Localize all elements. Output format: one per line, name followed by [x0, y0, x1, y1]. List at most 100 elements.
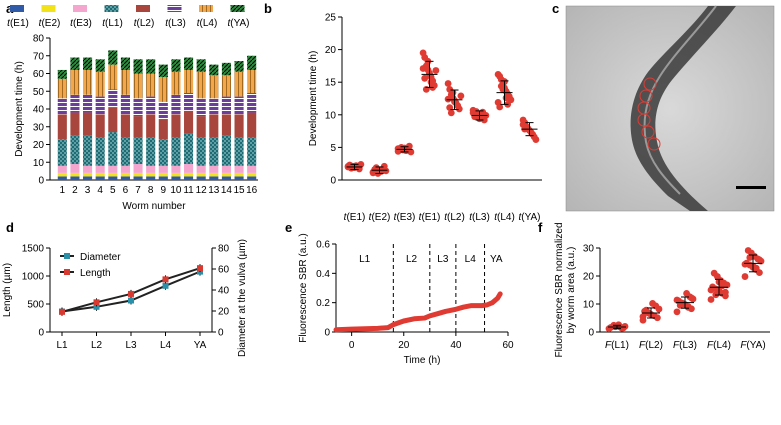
x-tick-label: t(E1)	[344, 212, 366, 223]
y2-axis-label: Diameter at the vulva (µm)	[237, 239, 248, 357]
bar-segment	[57, 165, 67, 173]
data-point	[432, 67, 440, 74]
y2-tick-label: 40	[218, 286, 230, 297]
bar-segment	[234, 114, 244, 138]
data-point	[741, 260, 749, 268]
bar-segment	[184, 172, 194, 177]
series-marker	[162, 282, 169, 289]
x-tick-label: 11	[183, 185, 194, 196]
data-point	[496, 103, 504, 111]
y-tick-label: 20	[325, 45, 337, 56]
x-tick-label: 5	[110, 185, 116, 196]
bar-segment	[234, 96, 244, 115]
legend-label: Length	[80, 268, 111, 279]
bar-segment	[83, 172, 93, 177]
x-tick-label: 12	[196, 185, 208, 196]
panel-letter-e: e	[285, 220, 292, 235]
y-tick-label: 1500	[22, 244, 45, 255]
bar-segment	[184, 133, 194, 165]
bar-segment	[133, 137, 143, 165]
data-point	[684, 303, 692, 311]
data-point	[344, 162, 352, 170]
x-tick-label: 6	[123, 185, 129, 196]
worm-body	[630, 6, 736, 211]
legend-swatch-1	[41, 5, 56, 12]
bar-segment	[108, 172, 118, 177]
bar-segment	[95, 137, 105, 166]
y-tick-label: 0	[38, 328, 44, 339]
data-point	[419, 65, 427, 72]
data-point	[683, 289, 690, 297]
bar-segment	[221, 172, 231, 177]
y-tick-label: 80	[33, 34, 45, 45]
data-point	[642, 306, 650, 314]
bar-segment	[57, 139, 67, 166]
y-axis-label-line2: by worm area (a.u.)	[566, 247, 577, 334]
bar-segment	[171, 94, 181, 115]
bar-segment	[221, 75, 231, 97]
bar-segment	[146, 172, 156, 177]
series-marker	[128, 290, 134, 297]
y-tick-label: 10	[33, 158, 45, 169]
bar-segment	[221, 135, 231, 166]
y2-tick-label: 0	[218, 328, 224, 339]
data-point	[502, 94, 510, 102]
bar-segment	[70, 164, 80, 173]
bar-segment	[184, 164, 194, 173]
panel-letter-b: b	[264, 1, 272, 16]
data-point	[407, 148, 415, 156]
bar-segment	[120, 172, 130, 177]
y-tick-label: 0	[324, 328, 330, 339]
fluorescence-trace	[333, 291, 503, 333]
bar-segment	[95, 96, 105, 115]
x-tick-label: F(L3)	[673, 340, 697, 351]
legend-swatch-7	[230, 5, 245, 12]
bar-segment	[209, 114, 219, 138]
bar-segment	[196, 137, 206, 166]
data-point	[532, 136, 540, 143]
y-axis-label: Fluorescence SBR (a.u.)	[298, 233, 309, 343]
legend-marker	[64, 253, 70, 259]
legend-swatch-2	[73, 5, 87, 12]
data-point	[746, 254, 754, 261]
bar-segment	[57, 69, 67, 79]
x-tick-label: 14	[221, 185, 233, 196]
legend-marker	[64, 269, 70, 275]
y2-tick-label: 80	[218, 244, 230, 255]
bar-segment	[184, 93, 194, 111]
stage-label: L1	[359, 254, 371, 265]
bar-segment	[57, 172, 67, 177]
bar-segment	[133, 176, 143, 180]
legend-label-5: t(L3)	[165, 18, 186, 29]
data-point	[444, 95, 452, 103]
bar-segment	[120, 94, 130, 115]
y-tick-label: 10	[583, 300, 595, 311]
stage-label: L2	[406, 254, 418, 265]
bar-segment	[120, 176, 130, 180]
data-point	[676, 302, 684, 309]
bar-segment	[209, 75, 219, 99]
bar-segment	[171, 176, 181, 180]
bar-segment	[196, 59, 206, 72]
x-tick-label: 8	[148, 185, 154, 196]
data-point	[673, 296, 681, 304]
legend-label-2: t(E3)	[70, 18, 92, 29]
panel-letter-d: d	[6, 220, 14, 235]
bar-segment	[146, 176, 156, 180]
x-axis-label: Worm number	[122, 201, 186, 212]
x-tick-label: 9	[161, 185, 167, 196]
y2-tick-label: 20	[218, 307, 230, 318]
data-point	[741, 273, 749, 280]
x-tick-label: 7	[135, 185, 141, 196]
bar-segment	[184, 69, 194, 94]
x-axis-label: Time (h)	[404, 355, 441, 366]
bar-segment	[247, 93, 257, 113]
legend-swatch-3	[104, 5, 119, 12]
data-point	[457, 92, 465, 100]
bar-segment	[196, 71, 206, 99]
bar-segment	[57, 98, 67, 115]
y-tick-label: 15	[325, 78, 337, 89]
x-tick-label: 3	[85, 185, 91, 196]
data-point	[722, 288, 729, 296]
